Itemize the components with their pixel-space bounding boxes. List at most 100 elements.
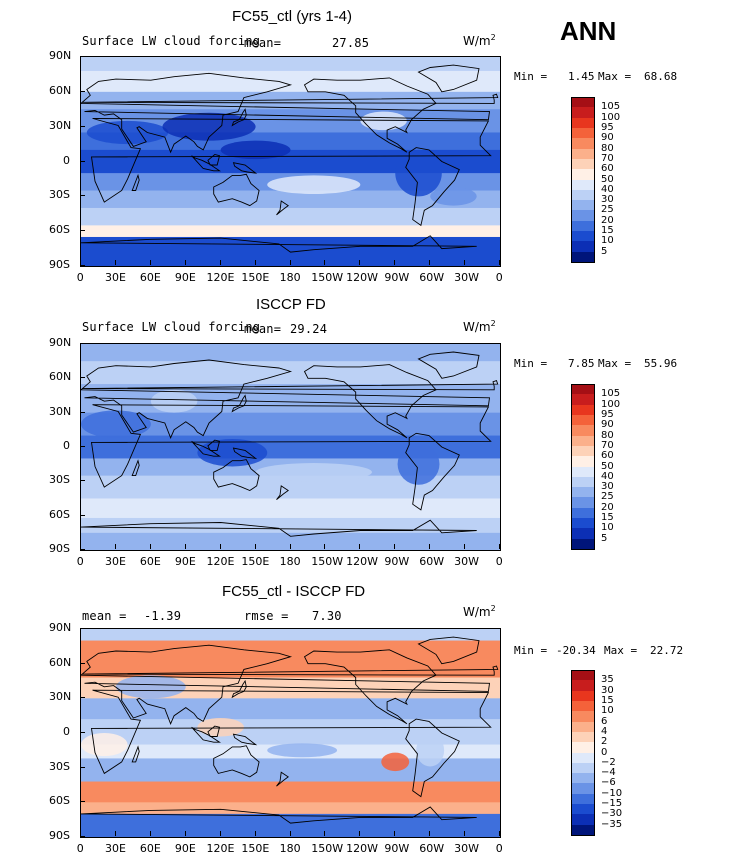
coastline-africa — [90, 404, 492, 488]
y-tick-label: 60S — [49, 223, 70, 237]
colorbar-label: 50 — [601, 173, 614, 185]
colorbar-swatch — [571, 824, 595, 836]
y-tick-mark — [80, 446, 85, 447]
colorbar-swatch — [571, 404, 595, 416]
colorbar-label: 25 — [601, 491, 614, 503]
coastline-borneo — [207, 154, 221, 166]
field-blob — [381, 752, 410, 772]
x-tick-label: 150W — [311, 555, 344, 568]
x-tick-label: 150W — [311, 842, 344, 855]
colorbar-label: 15 — [601, 512, 614, 524]
y-tick-mark — [80, 732, 85, 733]
y-tick-label: 30S — [49, 188, 70, 202]
x-tick-mark — [80, 260, 81, 265]
panel-2-min-value: 7.85 — [568, 357, 595, 370]
colorbar-swatch — [571, 814, 595, 826]
x-tick-label: 30E — [105, 271, 126, 284]
x-tick-mark — [464, 544, 466, 549]
colorbar-swatch — [571, 435, 595, 447]
coastline-greenland — [417, 351, 480, 379]
colorbar-label: 6 — [601, 715, 608, 727]
x-tick-mark — [429, 544, 431, 549]
colorbar-swatch — [571, 384, 595, 395]
x-tick-label: 0 — [76, 842, 84, 855]
panel-3-colorbar: 35 30 15 10 6 4 2 0 −2 −4 −6 −10 −15 −30 −35 — [571, 670, 631, 836]
x-tick-mark — [289, 831, 291, 836]
x-tick-label: 90W — [384, 555, 410, 568]
panel-1-max-label: Max = — [598, 70, 632, 83]
coastline-africa — [90, 689, 492, 775]
x-tick-label: 120W — [346, 842, 378, 855]
colorbar-swatch — [571, 158, 595, 170]
coastline-nz — [276, 200, 289, 216]
coastline-madagascar — [131, 173, 140, 191]
map-svg — [81, 344, 500, 550]
panel-2-max-label: Max = — [598, 357, 632, 370]
x-tick-mark — [359, 831, 361, 836]
coastline-australia — [213, 745, 260, 778]
x-tick-label: 120E — [206, 842, 235, 855]
colorbar-label: 30 — [601, 481, 614, 493]
x-tick-label: 60E — [139, 555, 161, 568]
y-tick-mark — [80, 125, 85, 127]
colorbar-label: 70 — [601, 152, 614, 164]
coastline-namerica — [303, 364, 437, 439]
colorbar-swatch — [571, 466, 595, 478]
x-tick-label: 60W — [419, 555, 445, 568]
x-tick-mark — [429, 260, 431, 265]
colorbar-swatch — [571, 425, 595, 437]
coastline-madagascar — [131, 459, 140, 477]
panel-2-mean-value: 29.24 — [290, 322, 328, 336]
panel-3-map — [80, 628, 501, 838]
colorbar-swatch — [571, 773, 595, 784]
field-blob — [416, 734, 445, 767]
coastline-greenland — [417, 636, 480, 665]
x-tick-label: 60E — [139, 842, 161, 855]
colorbar-label: 70 — [601, 439, 614, 451]
x-tick-mark — [254, 831, 256, 836]
colorbar-swatch — [571, 138, 595, 150]
coastline-newguinea — [232, 162, 258, 174]
x-tick-label: 150W — [311, 271, 344, 284]
colorbar-swatch — [571, 210, 595, 222]
field-band — [81, 190, 500, 209]
colorbar-label: 60 — [601, 450, 614, 462]
field-band — [81, 498, 500, 519]
colorbar-label: 90 — [601, 132, 614, 144]
y-tick-mark — [80, 90, 85, 92]
field-band — [81, 412, 500, 437]
y-tick-mark — [80, 56, 85, 57]
coastline-samerica — [405, 718, 460, 798]
field-blob — [162, 112, 256, 141]
field-band — [81, 236, 500, 266]
field-blob — [360, 111, 407, 131]
y-tick-label: 60S — [49, 507, 70, 521]
panel-1-mean-value: 27.85 — [332, 36, 370, 50]
panel-3-units: W/m2 — [463, 604, 496, 619]
colorbar-label: 20 — [601, 214, 614, 226]
colorbar-label: 80 — [601, 429, 614, 441]
y-tick-mark — [80, 160, 85, 162]
colorbar-swatch — [571, 456, 595, 467]
colorbar-label: 15 — [601, 225, 614, 237]
y-tick-label: 90N — [49, 49, 72, 62]
colorbar-swatch — [571, 97, 595, 108]
panel-3-min-label: Min = — [514, 644, 548, 657]
panel-3-title: FC55_ctl - ISCCP FD — [222, 583, 366, 600]
colorbar-label: 80 — [601, 142, 614, 154]
colorbar-swatch — [571, 487, 595, 498]
panel-2-map — [80, 343, 501, 551]
panel-2-mean-label: mean= — [244, 322, 282, 336]
y-tick-label: 60N — [49, 370, 72, 384]
colorbar-swatch — [571, 445, 595, 457]
colorbar-label: 10 — [601, 522, 614, 534]
field-blob — [220, 140, 291, 160]
x-tick-mark — [149, 260, 151, 265]
colorbar-label: −35 — [601, 818, 623, 830]
panel-2-min-label: Min = — [514, 357, 548, 370]
colorbar-label: 40 — [601, 183, 614, 195]
colorbar-swatch — [571, 220, 595, 232]
colorbar-label: 95 — [601, 121, 614, 133]
field-band — [81, 57, 500, 72]
map-svg — [81, 629, 500, 837]
